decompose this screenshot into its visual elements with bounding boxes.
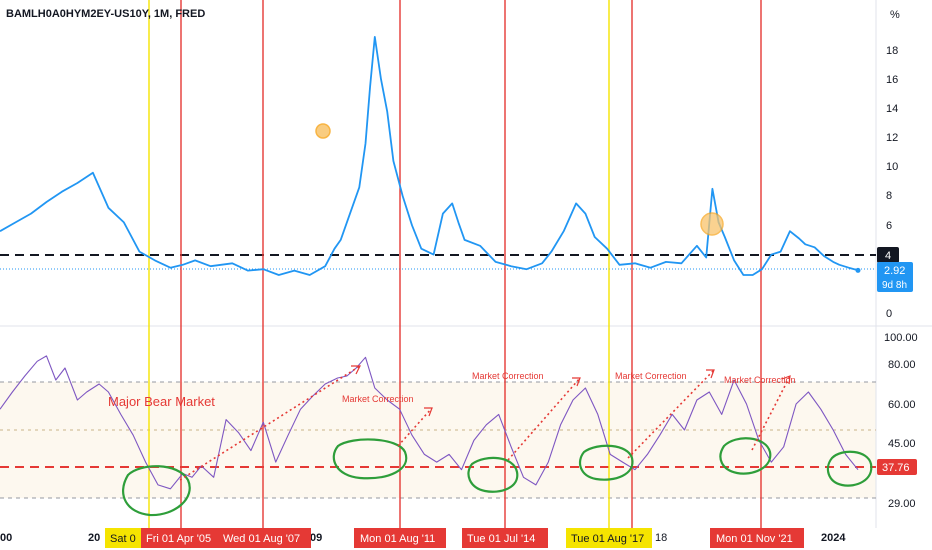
upper-tick-6: 6 (886, 220, 892, 232)
unit-label[interactable]: % (890, 9, 900, 21)
upper-tick-12: 12 (886, 132, 898, 144)
osc-last-badge (877, 459, 917, 475)
upper-tick-14: 14 (886, 103, 898, 115)
arrow-heads (351, 365, 791, 417)
upper-tick-8: 8 (886, 190, 892, 202)
date-badge-3 (354, 528, 446, 548)
date-badge-0-label: Sat 0 (110, 533, 136, 545)
date-badge-5-label: Tue 01 Aug '17 (571, 533, 644, 545)
time-label-2024: 2024 (821, 532, 846, 544)
last-value-badge (877, 262, 913, 292)
trend-arrow-5[interactable] (751, 375, 791, 451)
lower-tick-45: 45.00 (888, 438, 916, 450)
trend-arrow-1[interactable] (179, 365, 361, 481)
trend-arrow-4[interactable] (627, 369, 715, 459)
highlight-circle-2009[interactable] (315, 123, 331, 139)
lower-tick-80: 80.00 (888, 359, 916, 371)
date-badge-5 (566, 528, 652, 548)
date-badge-0 (105, 528, 143, 548)
trend-arrows (179, 365, 791, 481)
price-line (0, 36, 859, 276)
osc-last-label: 37.76 (882, 462, 910, 474)
time-label-18: 18 (655, 532, 667, 544)
date-badge-1-label: Fri 01 Apr '05 (146, 533, 211, 545)
chart-title: BAMLH0A0HYM2EY-US10Y, 1M, FRED (6, 8, 205, 20)
green-circle-3[interactable] (467, 456, 519, 493)
correction-label-4: Market Correction (724, 375, 796, 385)
upper-tick-10: 10 (886, 161, 898, 173)
upper-tick-0: 0 (886, 308, 892, 320)
oscillator-line (0, 355, 859, 490)
date-badge-2 (219, 528, 311, 548)
price-series (0, 36, 861, 276)
vertical-markers (148, 0, 762, 528)
lower-axis: 100.00 80.00 60.00 45.00 29.00 37.76 (877, 332, 918, 510)
countdown-label: 9d 8h (882, 280, 907, 291)
ref-badge-label: 4 (885, 250, 891, 262)
green-circles (122, 437, 873, 517)
trend-arrow-2[interactable] (397, 407, 433, 447)
correction-label-1: Market Correction (342, 394, 414, 404)
date-badge-4-label: Tue 01 Jul '14 (467, 533, 535, 545)
date-badge-6-label: Mon 01 Nov '21 (716, 533, 793, 545)
price-last-point (855, 267, 861, 273)
upper-tick-18: 18 (886, 45, 898, 57)
correction-label-2: Market Correction (472, 371, 544, 381)
green-circle-6[interactable] (826, 450, 873, 487)
upper-tick-16: 16 (886, 74, 898, 86)
oscillator-band (0, 382, 876, 498)
correction-label-3: Market Correction (615, 371, 687, 381)
major-bear-label: Major Bear Market (108, 394, 215, 409)
green-circle-4[interactable] (578, 444, 634, 481)
green-circle-2[interactable] (332, 438, 408, 480)
highlight-circle-2020[interactable] (700, 212, 724, 236)
lower-tick-29: 29.00 (888, 498, 916, 510)
lower-tick-100: 100.00 (884, 332, 918, 344)
green-circle-1[interactable] (122, 465, 191, 517)
green-circle-5[interactable] (719, 437, 772, 475)
time-label-20: 20 (88, 532, 100, 544)
upper-axis: 18 16 14 12 10 8 6 0 4 2.92 9d 8h (877, 45, 913, 320)
date-badge-4 (462, 528, 548, 548)
time-axis[interactable]: 00 20 09 2024 18 Sat 0 Fri 01 Apr '05 We… (0, 528, 846, 548)
trend-arrow-3[interactable] (507, 377, 581, 461)
date-badge-6 (710, 528, 804, 548)
oscillator-series (0, 355, 859, 490)
time-label-00: 00 (0, 532, 12, 544)
time-label-09: 09 (310, 532, 322, 544)
date-badge-3-label: Mon 01 Aug '11 (360, 533, 435, 545)
date-badge-1 (141, 528, 219, 548)
ref-badge (877, 247, 899, 263)
lower-tick-60: 60.00 (888, 399, 916, 411)
date-badge-2-label: Wed 01 Aug '07 (223, 533, 300, 545)
last-value-label: 2.92 (884, 265, 905, 277)
